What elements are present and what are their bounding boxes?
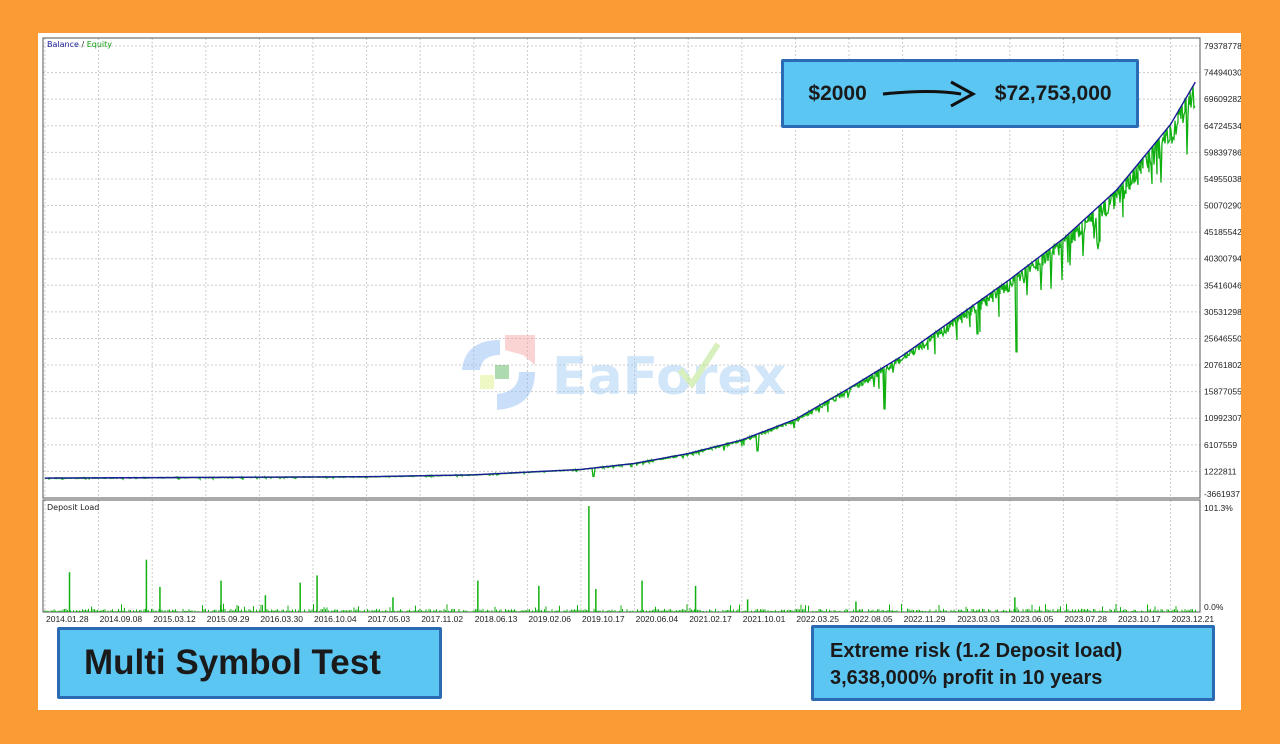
- eaforex-watermark-logo: EaForex: [462, 335, 786, 410]
- x-tick-label: 2021.10.01: [743, 614, 786, 624]
- legend-separator: /: [79, 40, 87, 49]
- y-tick-label: 25646550: [1204, 333, 1241, 343]
- x-tick-label: 2019.10.17: [582, 614, 625, 624]
- y-tick-label: 69609282: [1204, 94, 1241, 104]
- y-tick-label: 10992307: [1204, 413, 1241, 423]
- y-tick-label: 20761802: [1204, 360, 1241, 370]
- x-tick-label: 2022.03.25: [796, 614, 839, 624]
- x-tick-label: 2015.03.12: [153, 614, 196, 624]
- chart-card: EaForex 79378778 74494030 69609282 64724534…: [38, 33, 1241, 710]
- svg-text:EaForex: EaForex: [552, 347, 786, 407]
- end-balance: $72,753,000: [994, 81, 1112, 105]
- x-tick-label: 2017.11.02: [421, 614, 463, 624]
- y-tick-label: 50070290: [1204, 201, 1241, 211]
- y-tick-label: 15877055: [1204, 387, 1241, 397]
- y-tick-label: 40300794: [1204, 254, 1241, 264]
- deposit-y-tick-label: 0.0%: [1204, 602, 1224, 612]
- svg-text:Balance / Equity: Balance / Equity: [47, 40, 112, 49]
- main-plot-frame: [42, 37, 1201, 499]
- y-tick-label: 1222811: [1204, 466, 1237, 476]
- x-tick-label: 2022.08.05: [850, 614, 893, 624]
- strategy-tester-chart: EaForex 79378778 74494030 69609282 64724534…: [42, 37, 1241, 624]
- deposit-load-bars: [44, 603, 1198, 612]
- x-tick-label: 2017.05.03: [368, 614, 411, 624]
- y-tick-label: 74494030: [1204, 68, 1241, 78]
- y-tick-label: 6107559: [1204, 440, 1237, 450]
- profit-line: 3,638,000% profit in 10 years: [830, 667, 1103, 689]
- legend-balance: Balance: [47, 40, 79, 49]
- x-tick-label: 2023.07.28: [1064, 614, 1107, 624]
- balance-line: [44, 81, 1196, 479]
- x-tick-label: 2019.02.06: [528, 614, 571, 624]
- equity-line: [44, 86, 1196, 482]
- deposit-plot-frame: [42, 499, 1201, 613]
- right-arrow-icon: [882, 80, 976, 107]
- x-tick-label: 2018.06.13: [475, 614, 518, 624]
- y-tick-label: 64724534: [1204, 121, 1241, 131]
- x-tick-label: 2016.10.04: [314, 614, 357, 624]
- y-tick-label: 79378778: [1204, 41, 1241, 51]
- y-tick-label: 54955038: [1204, 174, 1241, 184]
- deposit-y-tick-label: 101.3%: [1204, 503, 1233, 513]
- x-tick-label: 2023.10.17: [1118, 614, 1161, 624]
- y-tick-label: 30531298: [1204, 307, 1241, 317]
- start-balance: $2000: [808, 81, 867, 105]
- test-type-callout: Multi Symbol Test: [57, 627, 442, 699]
- risk-line: Extreme risk (1.2 Deposit load): [830, 640, 1123, 662]
- x-tick-label: 2023.06.05: [1011, 614, 1054, 624]
- legend-equity: Equity: [87, 40, 113, 49]
- y-tick-label: -3661937: [1204, 489, 1240, 499]
- x-tick-label: 2014.01.28: [46, 614, 89, 624]
- x-tick-label: 2022.11.29: [904, 614, 946, 624]
- x-tick-label: 2016.03.30: [260, 614, 303, 624]
- y-tick-label: 45185542: [1204, 227, 1241, 237]
- x-tick-label: 2014.09.08: [100, 614, 143, 624]
- x-tick-label: 2023.12.21: [1172, 614, 1215, 624]
- risk-callout: Extreme risk (1.2 Deposit load) 3,638,00…: [811, 625, 1215, 701]
- y-tick-label: 59839786: [1204, 147, 1241, 157]
- deposit-load-title: Deposit Load: [47, 503, 99, 512]
- x-tick-label: 2015.09.29: [207, 614, 250, 624]
- x-tick-label: 2021.02.17: [689, 614, 732, 624]
- y-tick-label: 35416046: [1204, 280, 1241, 290]
- result-callout: $2000 $72,753,000: [781, 59, 1139, 128]
- x-tick-label: 2020.06.04: [636, 614, 679, 624]
- x-tick-label: 2023.03.03: [957, 614, 1000, 624]
